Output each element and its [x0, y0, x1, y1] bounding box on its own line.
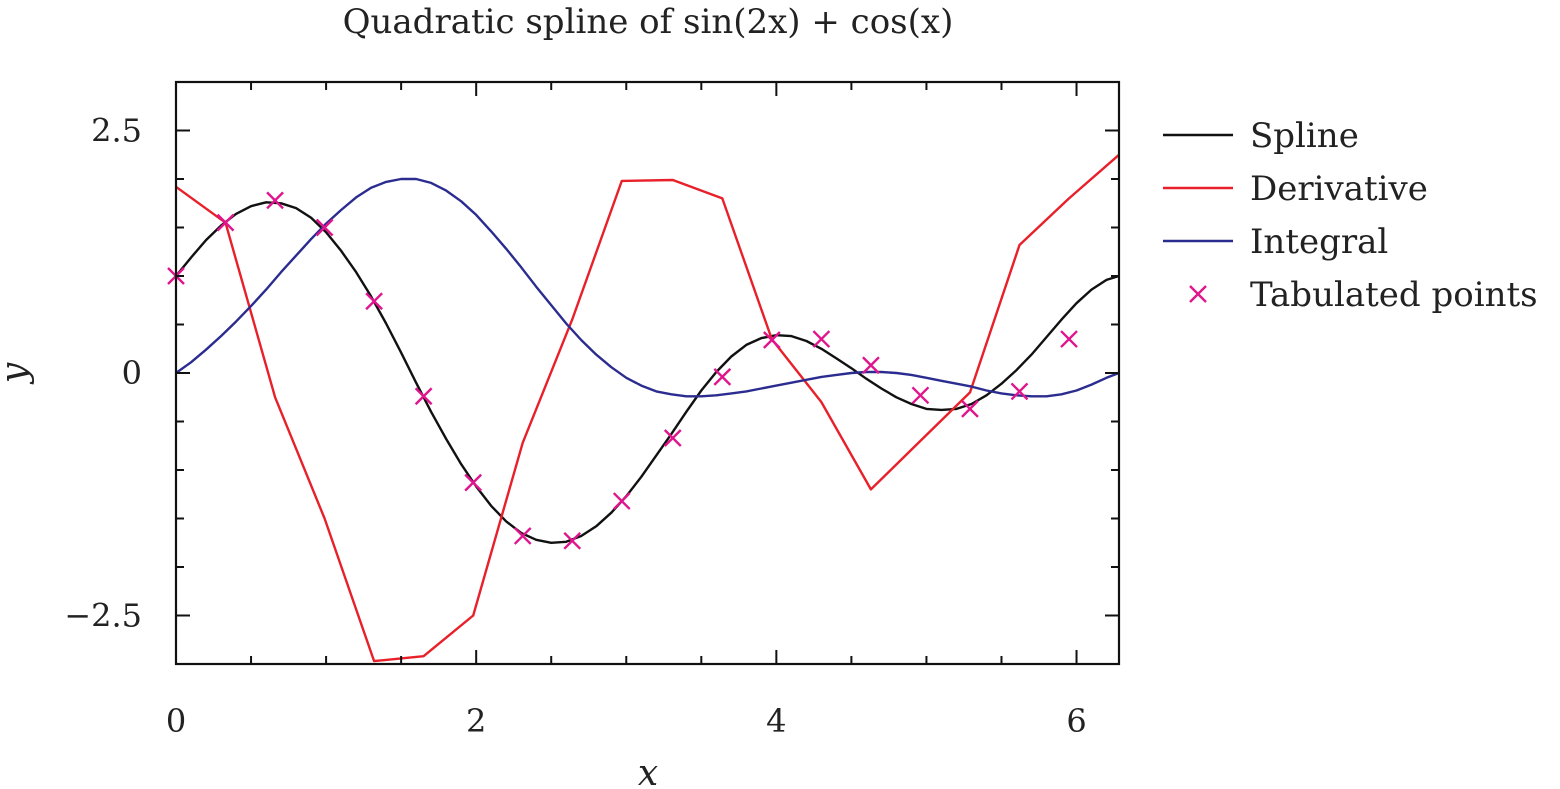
y-tick-label: 0: [122, 354, 142, 392]
tabulated-point-marker: [266, 191, 284, 210]
x-tick-label: 0: [166, 702, 186, 740]
spline-line: [175, 201, 1120, 544]
tabulated-point-marker: [315, 218, 334, 237]
chart-title: Quadratic spline of sin(2x) + cos(x): [343, 2, 954, 42]
tabulated-point-marker: [862, 356, 880, 375]
tabulated-point-marker: [513, 527, 532, 545]
legend-swatch-tabulated-points: [1189, 285, 1207, 303]
y-axis-label: y: [0, 362, 35, 385]
tabulated-point-marker: [663, 429, 682, 447]
x-tick-label: 4: [766, 702, 786, 740]
tabulated-point-marker: [911, 386, 930, 405]
y-tick-label: −2.5: [64, 597, 142, 635]
tabulated-point-marker: [563, 531, 582, 550]
tabulated-point-marker: [961, 400, 979, 418]
y-tick-label: 2.5: [91, 112, 142, 150]
legend: Spline Derivative Integral Tabulated points: [1163, 116, 1538, 315]
tabulated-point-marker: [713, 368, 732, 386]
x-axis-label: x: [638, 753, 658, 789]
tabulated-point-marker: [464, 473, 483, 492]
tabulated-point-marker: [1060, 330, 1078, 348]
tabulated-point-marker: [365, 292, 383, 311]
x-tick-label: 6: [1066, 702, 1086, 740]
ticks-layer: 0 2 4 6 2.5 0 −2.5: [64, 81, 1119, 740]
tabulated-point-marker: [216, 213, 235, 232]
series-layer: [167, 153, 1120, 663]
tabulated-point-marker: [612, 492, 631, 510]
legend-label-spline: Spline: [1250, 116, 1359, 156]
x-tick-label: 2: [466, 702, 486, 740]
integral-line: [175, 177, 1120, 398]
derivative-line: [175, 153, 1120, 663]
legend-label-tabulated-points: Tabulated points: [1250, 275, 1538, 315]
tabulated-point-marker: [414, 387, 433, 406]
legend-label-integral: Integral: [1250, 222, 1388, 262]
tabulated-point-marker: [762, 331, 781, 349]
legend-label-derivative: Derivative: [1250, 169, 1428, 209]
tabulated-point-marker: [1010, 382, 1029, 401]
tabulated-point-marker: [812, 330, 831, 348]
